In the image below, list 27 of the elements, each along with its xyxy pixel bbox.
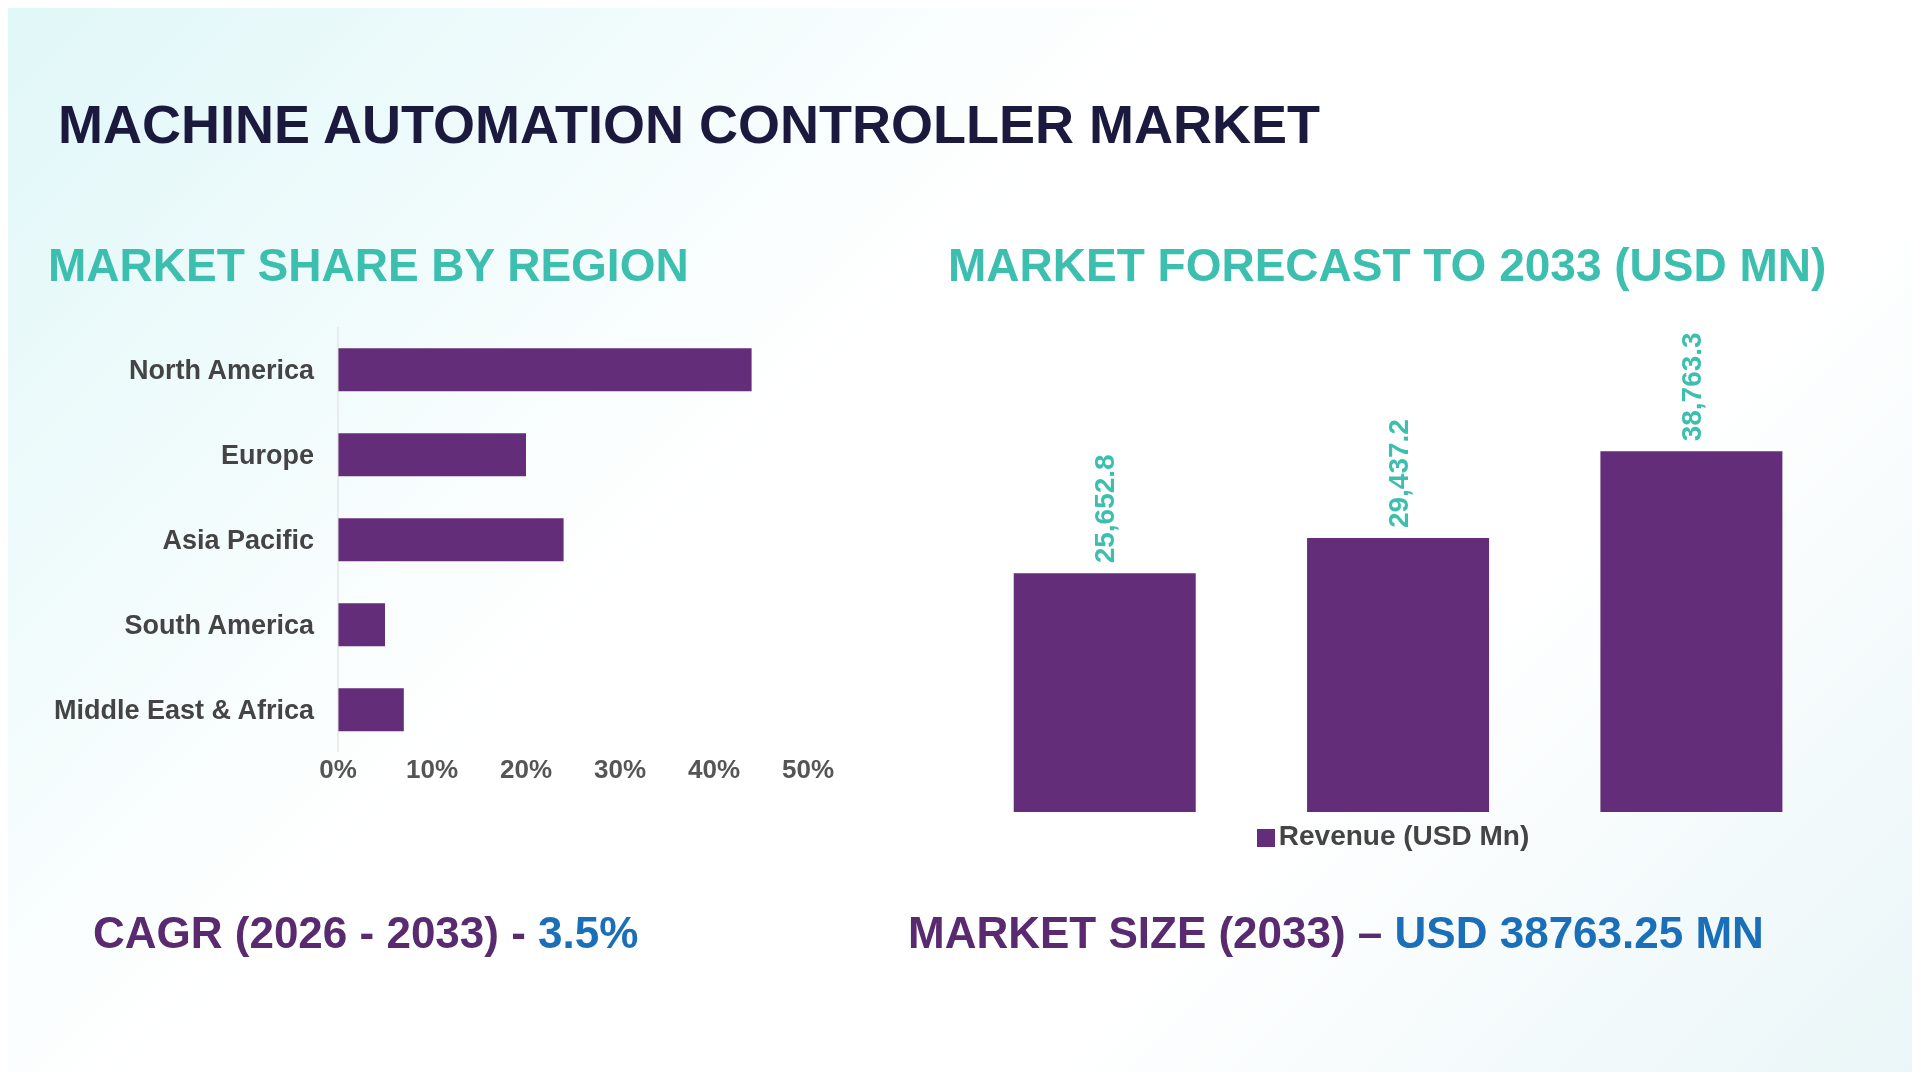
y-tick-label: Middle East & Africa (53, 695, 315, 726)
bar (338, 688, 404, 732)
text: MACHINE AUTOMATION CONTROLLER MARKET (58, 93, 1320, 155)
x-tick-label: 0% (319, 754, 357, 785)
legend-label: Revenue (USD Mn) (1278, 820, 1530, 851)
bar (338, 518, 564, 562)
x-tick-label: 20% (499, 754, 553, 785)
x-tick-label: 10% (405, 754, 459, 785)
bar (338, 348, 752, 392)
chart-title: MARKET FORECAST TO 2033 (USD MN) (948, 238, 1828, 292)
bar (338, 433, 526, 477)
text: CAGR (2026 - 2033) - (93, 908, 526, 957)
data-label: 38,763.3 (1675, 332, 1707, 442)
data-label: 29,437.2 (1382, 419, 1414, 529)
y-tick-label: Asia Pacific (162, 525, 314, 556)
text: MARKET SIZE (2033) – (908, 908, 1383, 957)
y-tick-label: Europe (220, 440, 314, 471)
y-tick-label: North America (128, 355, 315, 386)
x-tick-label: 40% (687, 754, 741, 785)
text: 3.5% (537, 908, 639, 957)
text: USD 38763.25 MN (1393, 908, 1764, 957)
chart-title: MARKET SHARE BY REGION (48, 238, 690, 292)
bar (338, 603, 385, 647)
data-label: 25,652.8 (1089, 454, 1121, 564)
y-tick-label: South America (124, 610, 315, 641)
x-tick-label: 30% (593, 754, 647, 785)
x-tick-label: 50% (781, 754, 835, 785)
